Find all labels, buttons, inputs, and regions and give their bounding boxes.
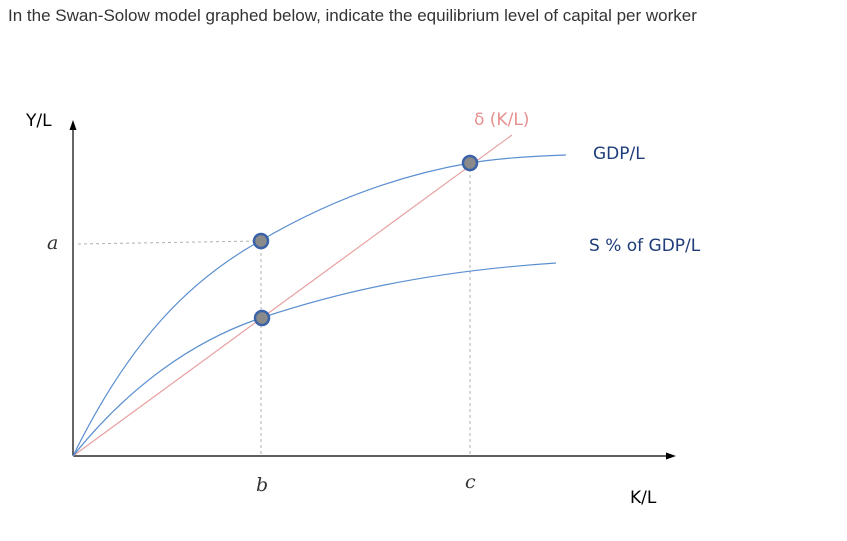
dashed-line-a	[77, 240, 261, 245]
x-axis-arrow	[666, 452, 676, 460]
x-axis-label: K/L	[630, 488, 657, 508]
question-text: In the Swan-Solow model graphed below, i…	[8, 6, 697, 25]
savings-curve	[72, 262, 557, 457]
x-marker-label-c: c	[465, 471, 476, 493]
gdp-curve-label: GDP/L	[593, 144, 645, 164]
point-savings-at-b	[253, 309, 271, 327]
gdp-curve	[72, 154, 567, 457]
depreciation-line-label: δ (K/L)	[474, 110, 529, 130]
depreciation-line	[72, 134, 513, 457]
y-marker-label-a: a	[47, 232, 58, 254]
y-axis-label: Y/L	[25, 111, 52, 131]
savings-curve-label: S % of GDP/L	[589, 236, 701, 256]
point-gdp-at-b	[252, 232, 270, 250]
y-axis-arrow	[69, 120, 77, 130]
x-marker-label-b: b	[256, 474, 268, 496]
point-gdp-at-c	[461, 154, 479, 172]
